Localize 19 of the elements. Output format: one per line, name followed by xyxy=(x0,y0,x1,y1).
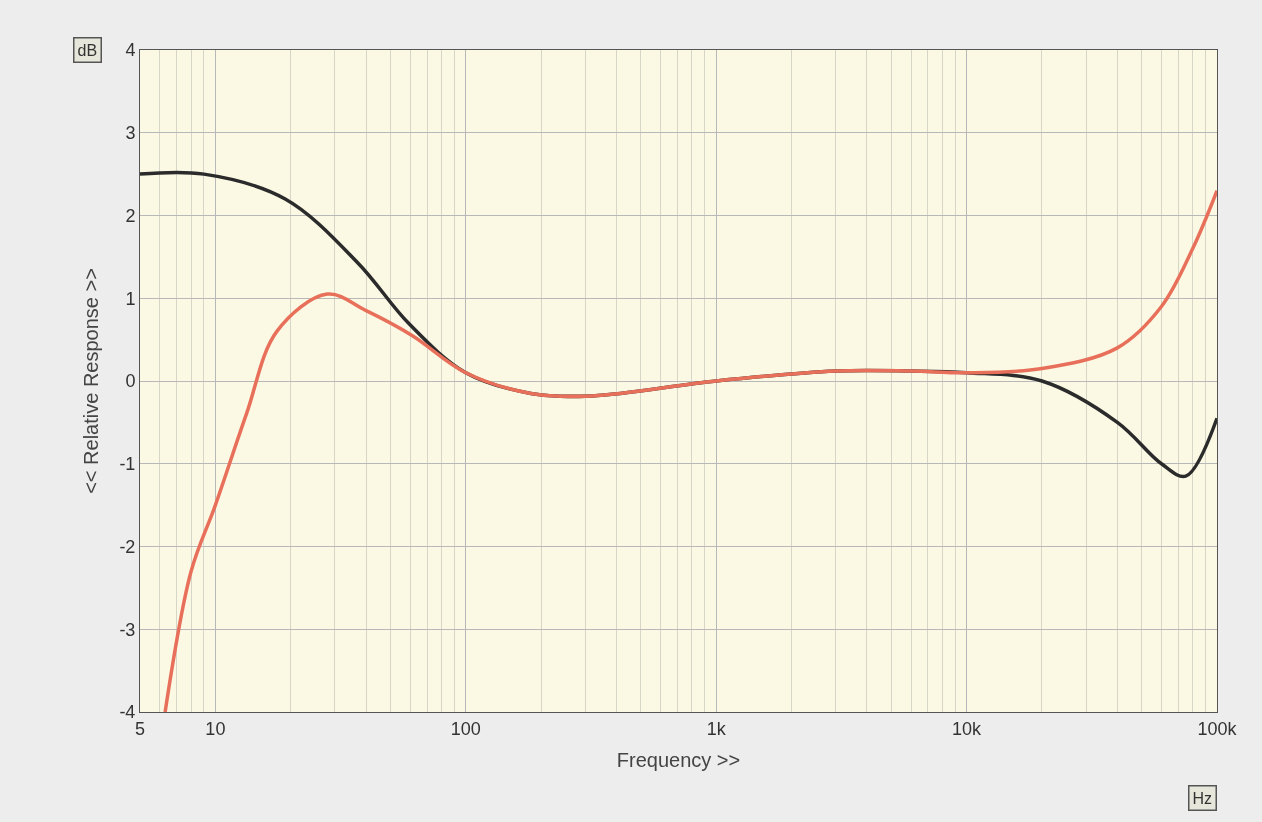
y-tick-label: 0 xyxy=(125,371,136,392)
x-tick-label: 10 xyxy=(205,718,226,739)
x-tick-label: 5 xyxy=(134,718,146,739)
y-tick-label: 1 xyxy=(125,288,136,309)
text: dB xyxy=(77,41,98,59)
x-tick-label: 1k xyxy=(706,718,727,739)
y-tick-label: -4 xyxy=(119,702,136,723)
y-tick-label: 3 xyxy=(125,123,136,144)
y-axis-title: << Relative Response >> xyxy=(79,268,102,494)
y-tick-label: -3 xyxy=(119,619,136,640)
y-tick-label: -1 xyxy=(119,454,136,475)
y-tick-label: -2 xyxy=(119,536,136,557)
y-tick-label: 4 xyxy=(125,40,136,61)
y-tick-label: 2 xyxy=(125,205,136,226)
x-tick-label: 10k xyxy=(952,718,983,739)
x-tick-label: 100 xyxy=(450,718,481,739)
text: Hz xyxy=(1192,789,1213,807)
x-axis-title: Frequency >> xyxy=(616,749,741,772)
x-tick-label: 100k xyxy=(1197,718,1238,739)
